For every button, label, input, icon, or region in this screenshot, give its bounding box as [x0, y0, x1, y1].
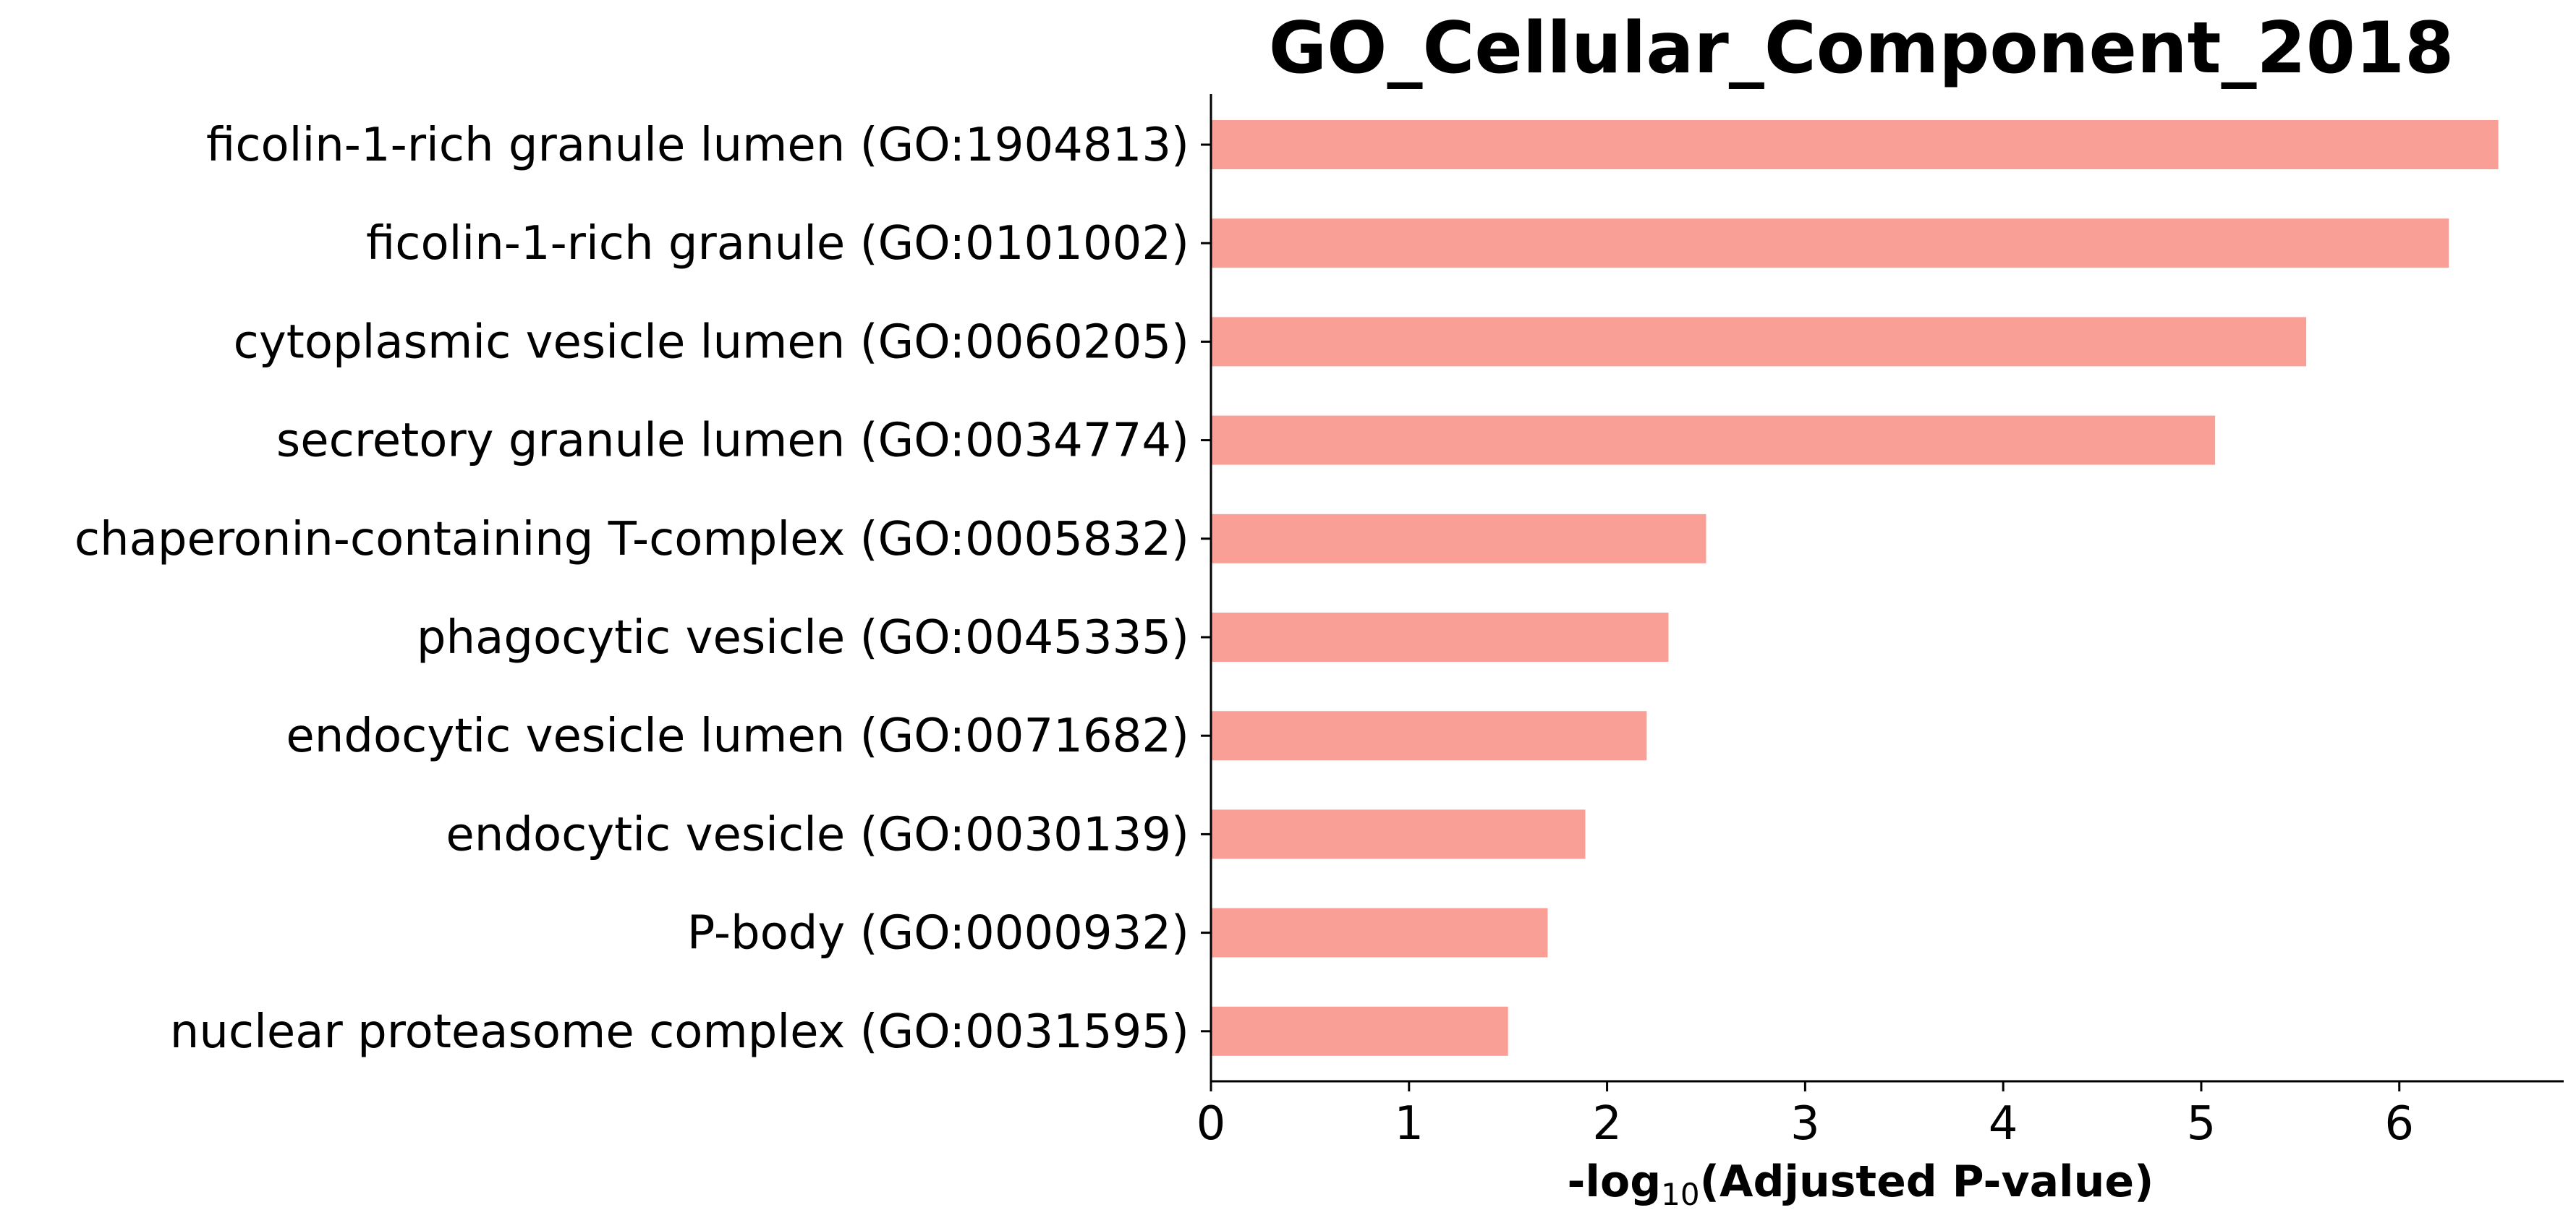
category-label: endocytic vesicle lumen (GO:0071682): [286, 710, 1189, 763]
x-axis-label: -log10(Adjusted P-value): [1568, 1157, 2154, 1212]
category-labels: ficolin-1-rich granule lumen (GO:1904813…: [75, 119, 1189, 1059]
category-label: secretory granule lumen (GO:0034774): [276, 414, 1189, 468]
x-tick-label: 1: [1394, 1097, 1424, 1151]
x-tick-label: 3: [1790, 1097, 1820, 1151]
x-axis-label-prefix: -log: [1568, 1157, 1662, 1207]
category-label: endocytic vesicle (GO:0030139): [446, 808, 1189, 861]
x-tick-label: 5: [2187, 1097, 2216, 1151]
x-tick-label: 2: [1592, 1097, 1622, 1151]
bar: [1211, 317, 2307, 367]
x-tick-label: 6: [2384, 1097, 2414, 1151]
category-label: ficolin-1-rich granule lumen (GO:1904813…: [206, 119, 1189, 172]
x-tick-label: 0: [1196, 1097, 1226, 1151]
bar: [1211, 120, 2499, 169]
x-axis-label-suffix: (Adjusted P-value): [1700, 1157, 2154, 1207]
bar: [1211, 1006, 1508, 1056]
bar: [1211, 711, 1647, 761]
chart-title: GO_Cellular_Component_2018: [1269, 7, 2454, 90]
bar: [1211, 514, 1706, 563]
axes: [1201, 94, 2564, 1083]
bar: [1211, 415, 2216, 465]
category-label: phagocytic vesicle (GO:0045335): [417, 611, 1189, 665]
x-axis-label-subscript: 10: [1661, 1177, 1699, 1212]
bars-group: [1211, 120, 2499, 1056]
bar: [1211, 809, 1586, 859]
x-axis-ticks: 0 1 2 3 4 5 6: [1196, 1081, 2414, 1151]
bar: [1211, 218, 2449, 268]
category-label: ficolin-1-rich granule (GO:0101002): [366, 217, 1189, 271]
bar: [1211, 908, 1548, 958]
category-label: cytoplasmic vesicle lumen (GO:0060205): [234, 315, 1189, 369]
category-label: P-body (GO:0000932): [687, 907, 1189, 960]
x-tick-label: 4: [1989, 1097, 2018, 1151]
bar: [1211, 613, 1669, 662]
category-label: chaperonin-containing T-complex (GO:0005…: [75, 513, 1189, 566]
category-label: nuclear proteasome complex (GO:0031595): [170, 1005, 1189, 1059]
